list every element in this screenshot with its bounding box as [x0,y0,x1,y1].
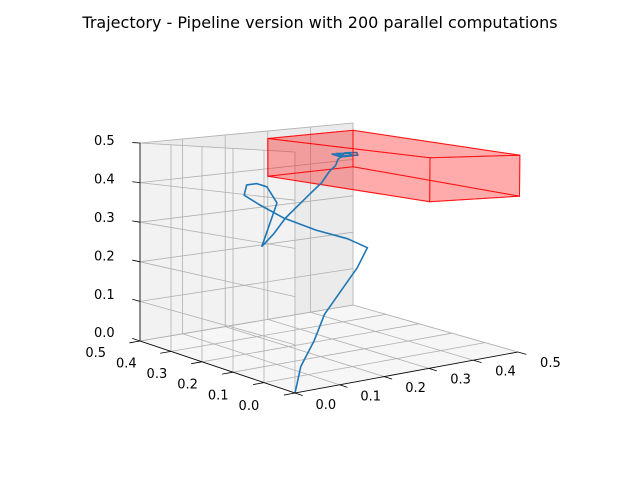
gridline-z-back [139,195,354,223]
z-tick-mark [132,259,141,263]
z-tick-mark [132,220,141,223]
gridline-y-floor [170,314,387,352]
obstacle-box-front [267,129,521,203]
gridline-z-side [139,301,296,346]
gridline-z-back [139,231,354,263]
gridline-z-side [139,142,296,153]
gridline-y-floor [232,332,453,373]
z-tick-mark [132,298,141,302]
y-tick-label: 0.4 [116,357,137,372]
y-tick-label: 0.2 [177,378,198,393]
x-tick-mark [294,392,303,396]
gridline-z-side [139,261,296,297]
x-tick-mark [517,351,527,355]
chart-title: Trajectory - Pipeline version with 200 p… [81,13,557,32]
x-tick-mark [473,359,482,363]
x-tick-label: 0.5 [540,356,561,371]
z-tick-mark [132,338,141,342]
x-tick-mark [384,376,393,380]
gridline-z-back [139,304,354,342]
gridline-z-back [139,122,354,144]
z-tick-label: 0.2 [94,249,115,264]
gridline-y-floor [263,342,486,383]
tick-labels: 0.0 0.1 0.2 0.3 0.4 0.5 0.0 0.1 0.2 0.3 0.4 0.5 0.0 0… [85,134,560,414]
y-tick-mark [283,392,296,396]
y-tick-mark [191,361,203,365]
y-tick-label: 0.0 [239,399,260,414]
x-axis-line [294,351,519,394]
z-tick-label: 0.4 [94,173,115,188]
gridline-z-back [139,159,354,183]
gridline-x-floor [182,333,340,386]
z-tick-mark [132,181,141,183]
x-tick-label: 0.3 [450,373,471,388]
y-axis-line [139,340,296,394]
x-tick-label: 0.1 [360,390,381,405]
z-tick-label: 0.0 [94,326,115,341]
x-tick-label: 0.2 [405,381,426,396]
obstacle-box-back [267,129,520,203]
gridline-z-side [139,221,296,249]
x-tick-mark [339,384,348,388]
y-tick-mark [129,340,141,344]
gridline-y-floor [201,323,420,363]
z-tick-label: 0.5 [94,134,115,149]
obstacle-face-top [267,129,520,159]
gridline-x-floor [310,311,474,361]
y-tick-mark [221,371,234,375]
gridline-x-floor [352,304,519,353]
gridline-z-back [139,268,354,302]
axis-lines [129,142,527,396]
x-tick-label: 0.0 [315,398,336,413]
y-tick-label: 0.1 [208,388,229,403]
y-tick-mark [160,351,172,354]
x-tick-mark [428,368,437,372]
y-tick-label: 0.3 [147,367,168,382]
y-tick-label: 0.5 [85,346,106,361]
z-tick-label: 0.1 [94,288,115,303]
x-tick-label: 0.4 [495,364,516,379]
gridline-x-floor [225,326,385,377]
y-tick-mark [252,382,265,385]
gridline-z-side [139,182,296,201]
z-tick-label: 0.3 [94,211,115,226]
